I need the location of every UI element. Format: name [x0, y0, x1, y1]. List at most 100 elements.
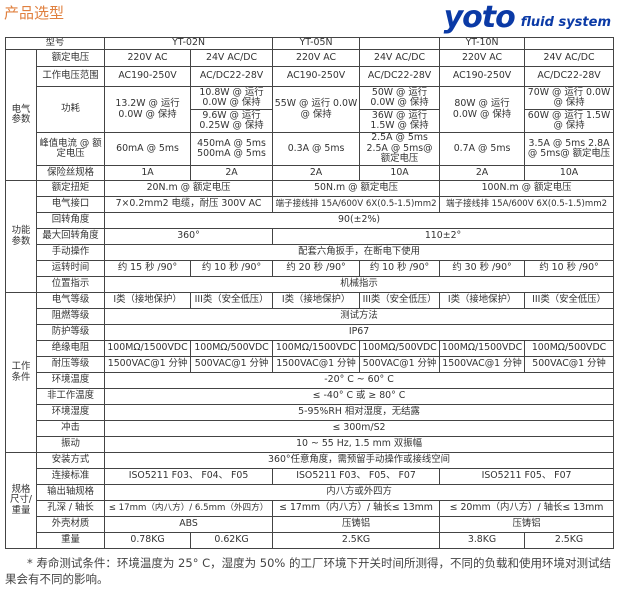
cell: AC/DC22-28V — [190, 66, 274, 87]
row-label: 振动 — [35, 436, 106, 453]
cell: 机械指示 — [104, 276, 615, 293]
cell: 1500VAC@1 分钟 — [439, 356, 526, 373]
cell: 110±2° — [272, 228, 615, 245]
yoto-logo-watermark: yoto fluid system — [444, 0, 611, 36]
cell: 压铸铝 — [272, 516, 441, 533]
table-row: 重量 0.78KG 0.62KG 2.5KG 3.8KG 2.5KG — [6, 532, 615, 549]
table-row: 最大回转角度 360° 110±2° — [6, 228, 615, 245]
model-header: YT-02N — [104, 37, 274, 50]
model-header: YT-10N — [439, 37, 526, 50]
header-label: 型号 — [4, 37, 106, 50]
cell: 7×0.2mm2 电缆，耐压 300V AC — [104, 196, 274, 213]
cell: 100MΩ/1500VDC — [104, 340, 192, 357]
cell: AC/DC22-28V — [524, 66, 615, 87]
cell: ≤ 17mm（内八方）/ 6.5mm（外四方） — [104, 500, 274, 517]
cell: AC190-250V — [272, 66, 361, 87]
cell: 2.5KG — [272, 532, 441, 549]
cell: 100N.m @ 额定电压 — [439, 180, 615, 197]
cell: 10A — [524, 165, 615, 181]
table-row: 冲击 ≤ 300m/S2 — [6, 420, 615, 437]
row-label: 最大回转角度 — [35, 228, 106, 245]
cell: 13.2W @ 运行 0.0W @ 保持 — [104, 86, 192, 133]
row-label: 电气接口 — [35, 196, 106, 213]
row-label: 额定电压 — [35, 49, 106, 67]
table-row: 环境湿度 5-95%RH 相对湿度，无结露 — [6, 404, 615, 421]
row-label: 绝缘电阻 — [35, 340, 106, 357]
cell: I类（接地保护） — [104, 292, 192, 309]
table-row: 电气参数 额定电压 220V AC 24V AC/DC 220V AC 24V … — [5, 49, 615, 181]
footnote: * 寿命测试条件：环境温度为 25° C，湿度为 50% 的工厂环境下开关时间所… — [5, 556, 611, 586]
cell: 2.5KG — [524, 532, 615, 549]
cell: 10 ~ 55 Hz, 1.5 mm 双振幅 — [104, 436, 615, 453]
cell: 100MΩ/1500VDC — [272, 340, 361, 357]
model-header: YT-05N — [272, 37, 361, 50]
table-row: 连接标准 ISO5211 F03、 F04、 F05 ISO5211 F03、 … — [6, 468, 615, 485]
cell: 450mA @ 5ms 500mA @ 5ms — [190, 132, 274, 166]
table-row: 回转角度 90(±2%) — [6, 212, 615, 229]
table-row: 峰值电流 @ 额定电压 60mA @ 5ms 450mA @ 5ms 500mA… — [6, 132, 615, 166]
cell: 10A — [359, 165, 441, 181]
row-label: 电气等级 — [35, 292, 106, 309]
cell: 500VAC@1 分钟 — [524, 356, 615, 373]
cell: 0.3A @ 5ms — [272, 132, 361, 166]
table-row: 防护等级 IP67 — [6, 324, 615, 341]
row-label: 连接标准 — [35, 468, 106, 485]
cell: III类（安全低压） — [190, 292, 274, 309]
cell: I类（接地保护） — [439, 292, 526, 309]
table-row: 9.6W @ 运行 0.25W @ 保持 36W @ 运行 1.5W @ 保持 … — [6, 109, 615, 133]
cell: 220V AC — [272, 49, 361, 67]
row-label: 运转时间 — [35, 260, 106, 277]
table-row: 阻燃等级 测试方法 — [6, 308, 615, 325]
table-row: 手动操作 配套六角扳手，在断电下使用 — [6, 244, 615, 261]
cell: 500VAC@1 分钟 — [359, 356, 441, 373]
cell: 24V AC/DC — [190, 49, 274, 67]
table-row: 绝缘电阻 100MΩ/1500VDC 100MΩ/500VDC 100MΩ/15… — [6, 340, 615, 357]
cell: ISO5211 F03、 F04、 F05 — [104, 468, 274, 485]
row-label: 外壳材质 — [35, 516, 106, 533]
cell: I类（接地保护） — [272, 292, 361, 309]
cell: AC/DC22-28V — [359, 66, 441, 87]
cell: 24V AC/DC — [524, 49, 615, 67]
cell: ≤ 300m/S2 — [104, 420, 615, 437]
table-row: 电气接口 7×0.2mm2 电缆，耐压 300V AC 端子接线排 15A/60… — [6, 196, 615, 213]
row-label: 手动操作 — [35, 244, 106, 261]
cell: 0.62KG — [190, 532, 274, 549]
table-row: 保险丝规格 1A 2A 2A 10A 2A 10A — [6, 165, 615, 181]
cell: -20° C ~ 60° C — [104, 372, 615, 389]
table-row: 功能参数 额定扭矩 20N.m @ 额定电压 50N.m @ 额定电压 100N… — [5, 180, 615, 293]
table-row: 耐压等级 1500VAC@1 分钟 500VAC@1 分钟 1500VAC@1 … — [6, 356, 615, 373]
cell: 端子接线排 15A/600V 6X(0.5-1.5)mm2 — [439, 196, 615, 213]
cell: 220V AC — [104, 49, 192, 67]
cell: 220V AC — [439, 49, 526, 67]
cell: 50W @ 运行 0.0W @ 保持 — [359, 86, 441, 110]
cell: 内八方或外四方 — [104, 484, 615, 501]
cell: 70W @ 运行 0.0W @ 保持 — [524, 86, 615, 110]
cell: 3.5A @ 5ms 2.8A @ 5ms@ 额定电压 — [524, 132, 615, 166]
cell: 2A — [190, 165, 274, 181]
cell: 360° — [104, 228, 274, 245]
row-label: 阻燃等级 — [35, 308, 106, 325]
cell: 500VAC@1 分钟 — [190, 356, 274, 373]
cell: 约 30 秒 /90° — [439, 260, 526, 277]
cell: 约 10 秒 /90° — [359, 260, 441, 277]
cell: 24V AC/DC — [359, 49, 441, 67]
row-label: 非工作温度 — [35, 388, 106, 405]
cell: 1500VAC@1 分钟 — [272, 356, 361, 373]
group-label: 规格尺寸/重量 — [5, 452, 37, 549]
logo-tagline: fluid system — [520, 15, 611, 30]
row-label: 防护等级 — [35, 324, 106, 341]
row-label: 环境温度 — [35, 372, 106, 389]
table-row: 环境温度 -20° C ~ 60° C — [6, 372, 615, 389]
row-label: 重量 — [35, 532, 106, 549]
cell: ≤ -40° C 或 ≥ 80° C — [104, 388, 615, 405]
cell: 端子接线排 15A/600V 6X(0.5-1.5)mm2 — [272, 196, 441, 213]
cell: 1500VAC@1 分钟 — [104, 356, 192, 373]
group-label: 电气参数 — [5, 49, 37, 181]
row-label: 冲击 — [35, 420, 106, 437]
cell: 2.5A @ 5ms 2.5A @ 5ms@ 额定电压 — [359, 132, 441, 166]
cell: III类（安全低压） — [524, 292, 615, 309]
row-label: 功耗 — [35, 86, 106, 133]
table-row: 位置指示 机械指示 — [6, 276, 615, 293]
cell: 2A — [439, 165, 526, 181]
row-label: 回转角度 — [35, 212, 106, 229]
